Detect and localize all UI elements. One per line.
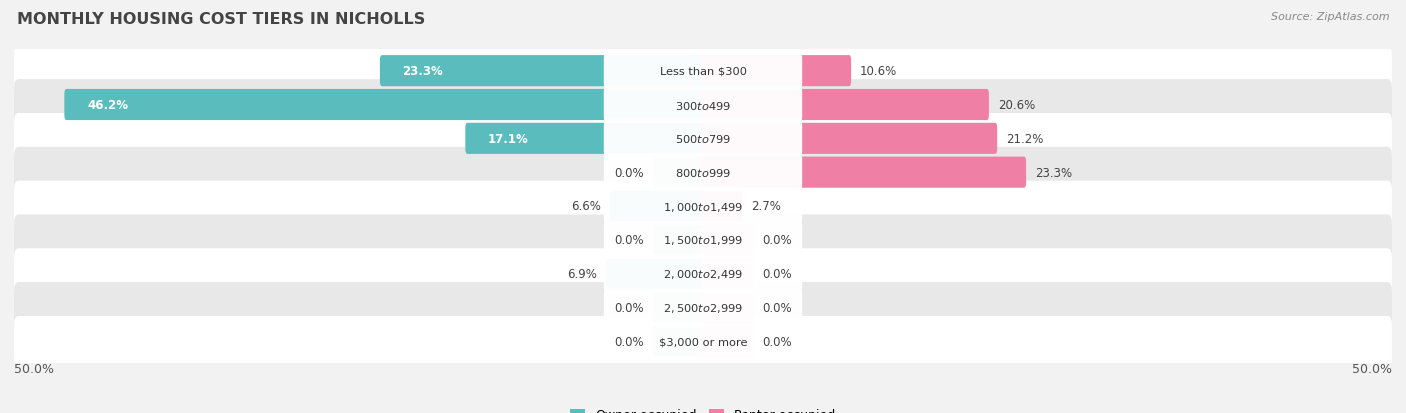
Text: 0.0%: 0.0% bbox=[762, 301, 792, 314]
FancyBboxPatch shape bbox=[702, 191, 742, 222]
Text: 46.2%: 46.2% bbox=[87, 99, 128, 112]
FancyBboxPatch shape bbox=[603, 323, 803, 361]
FancyBboxPatch shape bbox=[603, 120, 803, 158]
FancyBboxPatch shape bbox=[14, 316, 1392, 367]
FancyBboxPatch shape bbox=[14, 114, 1392, 164]
Text: Less than $300: Less than $300 bbox=[659, 66, 747, 76]
Text: $1,000 to $1,499: $1,000 to $1,499 bbox=[664, 200, 742, 213]
FancyBboxPatch shape bbox=[14, 249, 1392, 299]
FancyBboxPatch shape bbox=[14, 282, 1392, 333]
FancyBboxPatch shape bbox=[652, 292, 704, 323]
Text: 0.0%: 0.0% bbox=[614, 166, 644, 179]
Text: $300 to $499: $300 to $499 bbox=[675, 99, 731, 111]
Legend: Owner-occupied, Renter-occupied: Owner-occupied, Renter-occupied bbox=[565, 404, 841, 413]
Text: 23.3%: 23.3% bbox=[1035, 166, 1073, 179]
FancyBboxPatch shape bbox=[702, 259, 754, 290]
Text: 10.6%: 10.6% bbox=[860, 65, 897, 78]
Text: 0.0%: 0.0% bbox=[614, 301, 644, 314]
FancyBboxPatch shape bbox=[603, 289, 803, 327]
Text: $1,500 to $1,999: $1,500 to $1,999 bbox=[664, 234, 742, 247]
Text: 50.0%: 50.0% bbox=[14, 363, 53, 375]
FancyBboxPatch shape bbox=[14, 80, 1392, 131]
FancyBboxPatch shape bbox=[702, 292, 754, 323]
Text: $800 to $999: $800 to $999 bbox=[675, 167, 731, 179]
Text: 6.6%: 6.6% bbox=[571, 200, 600, 213]
Text: $2,000 to $2,499: $2,000 to $2,499 bbox=[664, 268, 742, 280]
Text: 0.0%: 0.0% bbox=[762, 234, 792, 247]
Text: 6.9%: 6.9% bbox=[567, 268, 598, 280]
FancyBboxPatch shape bbox=[606, 259, 704, 290]
FancyBboxPatch shape bbox=[380, 56, 704, 87]
Text: 0.0%: 0.0% bbox=[762, 335, 792, 348]
FancyBboxPatch shape bbox=[702, 225, 754, 256]
Text: 17.1%: 17.1% bbox=[488, 133, 529, 145]
FancyBboxPatch shape bbox=[603, 52, 803, 90]
Text: Source: ZipAtlas.com: Source: ZipAtlas.com bbox=[1271, 12, 1389, 22]
FancyBboxPatch shape bbox=[702, 56, 851, 87]
FancyBboxPatch shape bbox=[702, 326, 754, 357]
FancyBboxPatch shape bbox=[14, 181, 1392, 232]
FancyBboxPatch shape bbox=[652, 225, 704, 256]
FancyBboxPatch shape bbox=[603, 221, 803, 259]
Text: 0.0%: 0.0% bbox=[762, 268, 792, 280]
FancyBboxPatch shape bbox=[702, 123, 997, 154]
Text: $2,500 to $2,999: $2,500 to $2,999 bbox=[664, 301, 742, 314]
FancyBboxPatch shape bbox=[14, 46, 1392, 97]
Text: 20.6%: 20.6% bbox=[998, 99, 1035, 112]
FancyBboxPatch shape bbox=[603, 255, 803, 293]
FancyBboxPatch shape bbox=[14, 215, 1392, 266]
Text: MONTHLY HOUSING COST TIERS IN NICHOLLS: MONTHLY HOUSING COST TIERS IN NICHOLLS bbox=[17, 12, 425, 27]
FancyBboxPatch shape bbox=[65, 90, 704, 121]
Text: 23.3%: 23.3% bbox=[402, 65, 443, 78]
FancyBboxPatch shape bbox=[702, 90, 988, 121]
FancyBboxPatch shape bbox=[14, 147, 1392, 198]
Text: 2.7%: 2.7% bbox=[751, 200, 782, 213]
Text: 21.2%: 21.2% bbox=[1007, 133, 1043, 145]
FancyBboxPatch shape bbox=[652, 326, 704, 357]
Text: 0.0%: 0.0% bbox=[614, 234, 644, 247]
FancyBboxPatch shape bbox=[603, 154, 803, 192]
FancyBboxPatch shape bbox=[610, 191, 704, 222]
FancyBboxPatch shape bbox=[465, 123, 704, 154]
FancyBboxPatch shape bbox=[652, 157, 704, 188]
Text: $3,000 or more: $3,000 or more bbox=[659, 337, 747, 347]
FancyBboxPatch shape bbox=[603, 188, 803, 225]
FancyBboxPatch shape bbox=[603, 86, 803, 124]
Text: $500 to $799: $500 to $799 bbox=[675, 133, 731, 145]
Text: 50.0%: 50.0% bbox=[1353, 363, 1392, 375]
Text: 0.0%: 0.0% bbox=[614, 335, 644, 348]
FancyBboxPatch shape bbox=[702, 157, 1026, 188]
